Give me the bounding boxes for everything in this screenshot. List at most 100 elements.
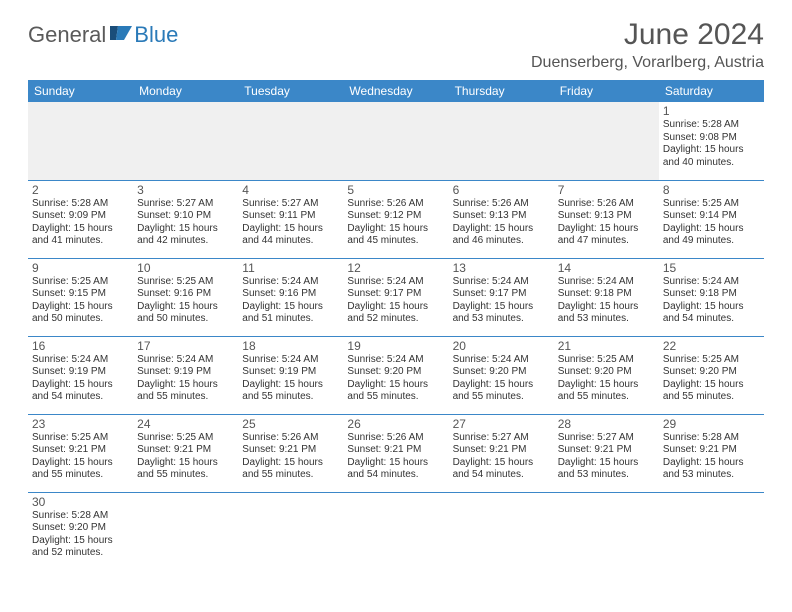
- day-number: 28: [558, 417, 655, 431]
- sunset-line: Sunset: 9:12 PM: [347, 210, 444, 223]
- calendar-cell: 26Sunrise: 5:26 AMSunset: 9:21 PMDayligh…: [343, 414, 448, 492]
- sunset-line: Sunset: 9:20 PM: [347, 366, 444, 379]
- logo-flag-icon: [110, 24, 132, 40]
- day-number: 11: [242, 261, 339, 275]
- sunset-line: Sunset: 9:20 PM: [558, 366, 655, 379]
- header: General Blue June 2024 Duenserberg, Vora…: [28, 18, 764, 72]
- day-header: Friday: [554, 80, 659, 102]
- sunrise-line: Sunrise: 5:25 AM: [137, 432, 234, 445]
- calendar-cell: [449, 102, 554, 180]
- sunrise-line: Sunrise: 5:25 AM: [32, 432, 129, 445]
- daylight-line: Daylight: 15 hours and 40 minutes.: [663, 144, 760, 169]
- calendar-cell: [554, 102, 659, 180]
- daylight-line: Daylight: 15 hours and 53 minutes.: [663, 457, 760, 482]
- day-number: 30: [32, 495, 129, 509]
- day-header-row: Sunday Monday Tuesday Wednesday Thursday…: [28, 80, 764, 102]
- sunset-line: Sunset: 9:18 PM: [558, 288, 655, 301]
- calendar-cell: [343, 492, 448, 570]
- daylight-line: Daylight: 15 hours and 54 minutes.: [453, 457, 550, 482]
- sunrise-line: Sunrise: 5:24 AM: [137, 354, 234, 367]
- daylight-line: Daylight: 15 hours and 54 minutes.: [32, 379, 129, 404]
- sunrise-line: Sunrise: 5:28 AM: [663, 119, 760, 132]
- calendar-cell: 24Sunrise: 5:25 AMSunset: 9:21 PMDayligh…: [133, 414, 238, 492]
- calendar-cell: 25Sunrise: 5:26 AMSunset: 9:21 PMDayligh…: [238, 414, 343, 492]
- day-number: 3: [137, 183, 234, 197]
- sunrise-line: Sunrise: 5:27 AM: [558, 432, 655, 445]
- sunrise-line: Sunrise: 5:24 AM: [347, 276, 444, 289]
- sunset-line: Sunset: 9:20 PM: [32, 522, 129, 535]
- sunrise-line: Sunrise: 5:24 AM: [347, 354, 444, 367]
- sunset-line: Sunset: 9:17 PM: [453, 288, 550, 301]
- day-number: 14: [558, 261, 655, 275]
- day-number: 18: [242, 339, 339, 353]
- calendar-cell: 11Sunrise: 5:24 AMSunset: 9:16 PMDayligh…: [238, 258, 343, 336]
- day-number: 29: [663, 417, 760, 431]
- daylight-line: Daylight: 15 hours and 55 minutes.: [137, 379, 234, 404]
- calendar-cell: [133, 102, 238, 180]
- day-header: Thursday: [449, 80, 554, 102]
- daylight-line: Daylight: 15 hours and 51 minutes.: [242, 301, 339, 326]
- sunset-line: Sunset: 9:20 PM: [663, 366, 760, 379]
- daylight-line: Daylight: 15 hours and 55 minutes.: [32, 457, 129, 482]
- calendar-week-row: 9Sunrise: 5:25 AMSunset: 9:15 PMDaylight…: [28, 258, 764, 336]
- sunrise-line: Sunrise: 5:26 AM: [453, 198, 550, 211]
- calendar-cell: 21Sunrise: 5:25 AMSunset: 9:20 PMDayligh…: [554, 336, 659, 414]
- calendar-cell: 15Sunrise: 5:24 AMSunset: 9:18 PMDayligh…: [659, 258, 764, 336]
- title-block: June 2024 Duenserberg, Vorarlberg, Austr…: [531, 18, 764, 72]
- calendar-cell: 13Sunrise: 5:24 AMSunset: 9:17 PMDayligh…: [449, 258, 554, 336]
- sunset-line: Sunset: 9:08 PM: [663, 132, 760, 145]
- daylight-line: Daylight: 15 hours and 55 minutes.: [242, 379, 339, 404]
- calendar-cell: 30Sunrise: 5:28 AMSunset: 9:20 PMDayligh…: [28, 492, 133, 570]
- calendar-cell: [449, 492, 554, 570]
- sunrise-line: Sunrise: 5:24 AM: [453, 354, 550, 367]
- calendar-cell: [659, 492, 764, 570]
- sunset-line: Sunset: 9:10 PM: [137, 210, 234, 223]
- calendar-body: 1Sunrise: 5:28 AMSunset: 9:08 PMDaylight…: [28, 102, 764, 570]
- day-number: 10: [137, 261, 234, 275]
- sunrise-line: Sunrise: 5:26 AM: [242, 432, 339, 445]
- calendar-cell: [554, 492, 659, 570]
- day-number: 20: [453, 339, 550, 353]
- sunrise-line: Sunrise: 5:28 AM: [663, 432, 760, 445]
- day-number: 4: [242, 183, 339, 197]
- sunrise-line: Sunrise: 5:27 AM: [453, 432, 550, 445]
- daylight-line: Daylight: 15 hours and 55 minutes.: [347, 379, 444, 404]
- calendar-cell: 27Sunrise: 5:27 AMSunset: 9:21 PMDayligh…: [449, 414, 554, 492]
- sunrise-line: Sunrise: 5:25 AM: [137, 276, 234, 289]
- daylight-line: Daylight: 15 hours and 41 minutes.: [32, 223, 129, 248]
- daylight-line: Daylight: 15 hours and 49 minutes.: [663, 223, 760, 248]
- day-number: 17: [137, 339, 234, 353]
- sunrise-line: Sunrise: 5:24 AM: [242, 354, 339, 367]
- sunrise-line: Sunrise: 5:25 AM: [32, 276, 129, 289]
- sunset-line: Sunset: 9:11 PM: [242, 210, 339, 223]
- calendar-cell: 12Sunrise: 5:24 AMSunset: 9:17 PMDayligh…: [343, 258, 448, 336]
- sunset-line: Sunset: 9:21 PM: [558, 444, 655, 457]
- daylight-line: Daylight: 15 hours and 50 minutes.: [32, 301, 129, 326]
- calendar-cell: 5Sunrise: 5:26 AMSunset: 9:12 PMDaylight…: [343, 180, 448, 258]
- day-header: Sunday: [28, 80, 133, 102]
- calendar-cell: [238, 492, 343, 570]
- sunrise-line: Sunrise: 5:24 AM: [663, 276, 760, 289]
- calendar-week-row: 23Sunrise: 5:25 AMSunset: 9:21 PMDayligh…: [28, 414, 764, 492]
- sunset-line: Sunset: 9:21 PM: [137, 444, 234, 457]
- page-title: June 2024: [531, 18, 764, 52]
- calendar-cell: 20Sunrise: 5:24 AMSunset: 9:20 PMDayligh…: [449, 336, 554, 414]
- calendar-cell: 16Sunrise: 5:24 AMSunset: 9:19 PMDayligh…: [28, 336, 133, 414]
- day-header: Wednesday: [343, 80, 448, 102]
- calendar-table: Sunday Monday Tuesday Wednesday Thursday…: [28, 80, 764, 570]
- sunrise-line: Sunrise: 5:25 AM: [558, 354, 655, 367]
- sunset-line: Sunset: 9:21 PM: [347, 444, 444, 457]
- daylight-line: Daylight: 15 hours and 52 minutes.: [347, 301, 444, 326]
- calendar-cell: 9Sunrise: 5:25 AMSunset: 9:15 PMDaylight…: [28, 258, 133, 336]
- calendar-cell: 4Sunrise: 5:27 AMSunset: 9:11 PMDaylight…: [238, 180, 343, 258]
- sunrise-line: Sunrise: 5:24 AM: [558, 276, 655, 289]
- daylight-line: Daylight: 15 hours and 47 minutes.: [558, 223, 655, 248]
- sunrise-line: Sunrise: 5:26 AM: [347, 432, 444, 445]
- daylight-line: Daylight: 15 hours and 52 minutes.: [32, 535, 129, 560]
- sunset-line: Sunset: 9:16 PM: [242, 288, 339, 301]
- sunset-line: Sunset: 9:14 PM: [663, 210, 760, 223]
- calendar-cell: 22Sunrise: 5:25 AMSunset: 9:20 PMDayligh…: [659, 336, 764, 414]
- day-number: 6: [453, 183, 550, 197]
- sunset-line: Sunset: 9:19 PM: [242, 366, 339, 379]
- day-number: 25: [242, 417, 339, 431]
